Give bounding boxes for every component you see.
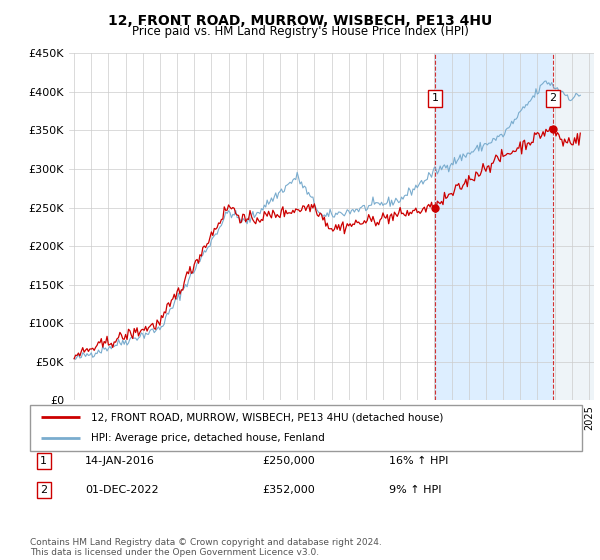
Text: 12, FRONT ROAD, MURROW, WISBECH, PE13 4HU: 12, FRONT ROAD, MURROW, WISBECH, PE13 4H… <box>108 14 492 28</box>
Text: 2: 2 <box>550 94 557 104</box>
Text: 1: 1 <box>40 456 47 466</box>
Text: 12, FRONT ROAD, MURROW, WISBECH, PE13 4HU (detached house): 12, FRONT ROAD, MURROW, WISBECH, PE13 4H… <box>91 412 443 422</box>
Text: 2: 2 <box>40 485 47 495</box>
Text: Price paid vs. HM Land Registry's House Price Index (HPI): Price paid vs. HM Land Registry's House … <box>131 25 469 38</box>
Text: £250,000: £250,000 <box>262 456 314 466</box>
Bar <box>435 53 553 400</box>
Text: 14-JAN-2016: 14-JAN-2016 <box>85 456 155 466</box>
Text: 9% ↑ HPI: 9% ↑ HPI <box>389 485 442 495</box>
Text: 1: 1 <box>431 94 439 104</box>
Text: Contains HM Land Registry data © Crown copyright and database right 2024.
This d: Contains HM Land Registry data © Crown c… <box>30 538 382 557</box>
FancyBboxPatch shape <box>30 405 582 451</box>
Text: 16% ↑ HPI: 16% ↑ HPI <box>389 456 448 466</box>
Text: 01-DEC-2022: 01-DEC-2022 <box>85 485 159 495</box>
Bar <box>553 53 600 400</box>
Text: £352,000: £352,000 <box>262 485 314 495</box>
Text: HPI: Average price, detached house, Fenland: HPI: Average price, detached house, Fenl… <box>91 433 325 444</box>
